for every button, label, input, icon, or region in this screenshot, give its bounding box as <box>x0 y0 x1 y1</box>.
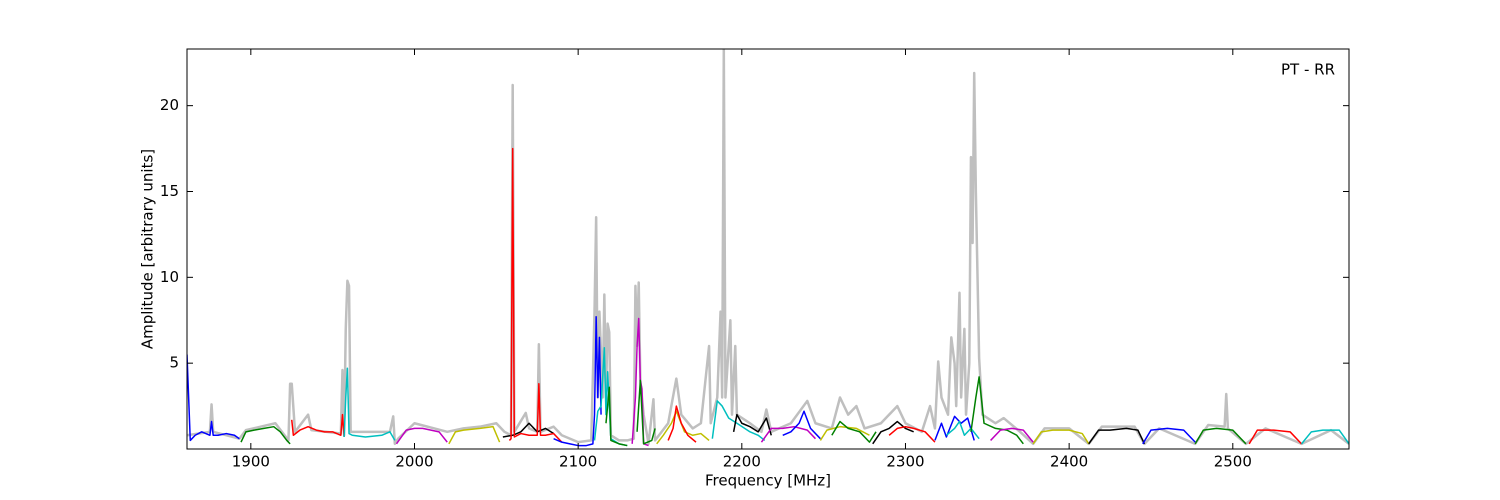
y-axis-label: Amplitude [arbitrary units] <box>139 149 157 349</box>
spectrum-line <box>605 386 628 447</box>
spectrum-line <box>819 425 870 441</box>
spectrum-line <box>970 376 1024 445</box>
spectrum-line <box>1248 429 1303 445</box>
x-tick-label: 2100 <box>559 453 597 471</box>
y-tick-label: 10 <box>160 268 179 286</box>
spectrum-line <box>240 425 291 445</box>
spectrum-line <box>872 420 914 445</box>
spectrum-line <box>187 354 240 442</box>
y-tick-label: 20 <box>160 96 179 114</box>
x-tick-label: 2300 <box>886 453 924 471</box>
spectrum-line <box>1300 429 1349 445</box>
spectrum-line <box>831 420 877 443</box>
spectrum-line <box>667 405 697 443</box>
spectrum-line <box>760 425 817 443</box>
spectrum-line <box>888 425 936 443</box>
x-tick-label: 2500 <box>1214 453 1252 471</box>
spectrum-line <box>290 413 345 438</box>
spectrum-line <box>343 367 396 441</box>
spectrum-line <box>553 316 602 447</box>
spectrum-line <box>508 147 563 443</box>
spectrum-line <box>1142 427 1196 445</box>
spectrum-line <box>502 422 554 438</box>
spectrum-line <box>934 415 975 441</box>
annotation: PT - RR <box>1281 61 1335 79</box>
spectrum-line <box>395 427 448 445</box>
spectrum-line <box>990 427 1034 443</box>
spectrum-line <box>1194 427 1247 445</box>
x-tick-label: 2000 <box>395 453 433 471</box>
plot-frame <box>186 48 1350 450</box>
spectrum-line <box>732 413 772 436</box>
spectrum-line <box>945 420 980 440</box>
x-tick-label: 2400 <box>1050 453 1088 471</box>
spectrum-line <box>1032 429 1090 445</box>
spectrum-line <box>187 49 1349 446</box>
spectrum-line <box>448 425 501 445</box>
x-tick-label: 1900 <box>232 453 270 471</box>
y-tick-label: 15 <box>160 182 179 200</box>
x-axis-label: Frequency [MHz] <box>705 472 831 490</box>
x-tick-label: 2200 <box>723 453 761 471</box>
spectrum-line <box>636 379 656 445</box>
spectrum-line <box>711 400 766 442</box>
plot-lines <box>187 49 1349 447</box>
spectrum-line <box>782 410 821 440</box>
spectrum-line <box>1088 427 1146 445</box>
y-tick-label: 5 <box>169 354 179 372</box>
